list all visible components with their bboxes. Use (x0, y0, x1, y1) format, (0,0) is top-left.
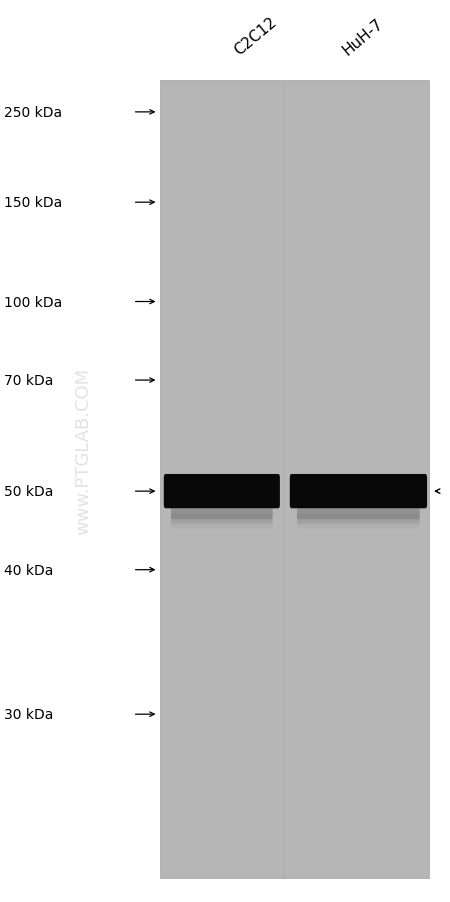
Text: 70 kDa: 70 kDa (4, 373, 54, 388)
FancyBboxPatch shape (171, 514, 273, 529)
Text: 30 kDa: 30 kDa (4, 707, 54, 722)
Text: www.PTGLAB.COM: www.PTGLAB.COM (74, 367, 92, 535)
FancyBboxPatch shape (290, 474, 427, 509)
FancyBboxPatch shape (164, 474, 280, 509)
Bar (162, 86, 428, 875)
Text: 50 kDa: 50 kDa (4, 484, 54, 499)
FancyBboxPatch shape (297, 505, 420, 520)
Text: 150 kDa: 150 kDa (4, 196, 63, 210)
Text: 250 kDa: 250 kDa (4, 106, 63, 120)
FancyBboxPatch shape (297, 514, 420, 529)
Text: 100 kDa: 100 kDa (4, 295, 63, 309)
FancyBboxPatch shape (171, 505, 273, 520)
Text: HuH-7: HuH-7 (340, 16, 386, 59)
FancyBboxPatch shape (297, 510, 420, 524)
Text: 40 kDa: 40 kDa (4, 563, 54, 577)
Text: C2C12: C2C12 (232, 15, 280, 59)
Bar (160, 81, 430, 879)
FancyBboxPatch shape (171, 510, 273, 524)
